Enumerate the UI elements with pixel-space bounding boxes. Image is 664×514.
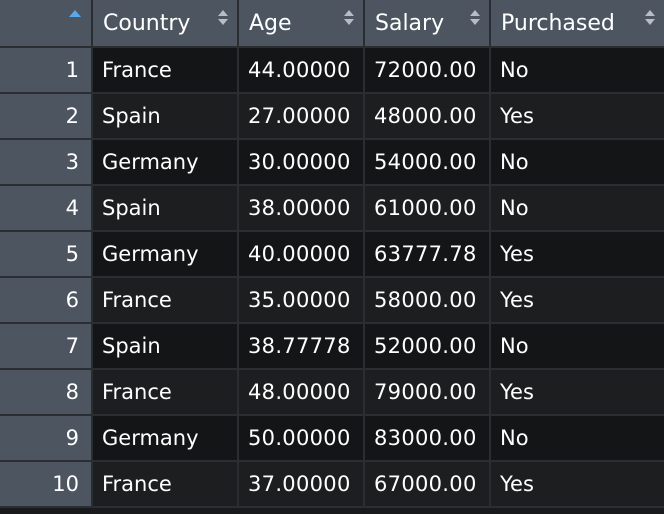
cell-country[interactable]: Germany (92, 231, 239, 278)
table-row[interactable]: 2 Spain 27.00000 48000.00 Yes (0, 93, 664, 140)
cell-salary[interactable]: 63777.78 (364, 231, 491, 278)
cell-country[interactable]: Spain (92, 323, 239, 370)
column-header-label: Country (103, 10, 191, 36)
table-row[interactable]: 1 France 44.00000 72000.00 No (0, 47, 664, 94)
table-row[interactable]: 6 France 35.00000 58000.00 Yes (0, 277, 664, 324)
cell-age[interactable]: 40.00000 (238, 231, 365, 278)
row-index[interactable]: 4 (0, 185, 93, 232)
cell-country[interactable]: France (92, 369, 239, 416)
column-header-country[interactable]: Country (92, 0, 239, 48)
column-header-age[interactable]: Age (238, 0, 365, 48)
cell-purchased[interactable]: No (490, 47, 664, 94)
row-index[interactable]: 5 (0, 231, 93, 278)
column-header-label: Age (249, 10, 292, 36)
cell-salary[interactable]: 61000.00 (364, 185, 491, 232)
sort-ascending-icon[interactable] (69, 10, 81, 17)
cell-country[interactable]: Spain (92, 185, 239, 232)
cell-salary[interactable]: 79000.00 (364, 369, 491, 416)
row-index-header[interactable] (0, 0, 93, 48)
row-index[interactable]: 6 (0, 277, 93, 324)
cell-purchased[interactable]: Yes (490, 231, 664, 278)
cell-age[interactable]: 35.00000 (238, 277, 365, 324)
table-row[interactable]: 4 Spain 38.00000 61000.00 No (0, 185, 664, 232)
table-row[interactable]: 3 Germany 30.00000 54000.00 No (0, 139, 664, 186)
cell-age[interactable]: 50.00000 (238, 415, 365, 462)
header-row: Country Age Salary Purchased (0, 0, 664, 48)
cell-salary[interactable]: 58000.00 (364, 277, 491, 324)
cell-age[interactable]: 44.00000 (238, 47, 365, 94)
cell-purchased[interactable]: Yes (490, 277, 664, 324)
sort-icon[interactable] (344, 9, 354, 29)
cell-salary[interactable]: 54000.00 (364, 139, 491, 186)
row-index[interactable]: 10 (0, 461, 93, 508)
cell-country[interactable]: France (92, 277, 239, 324)
cell-salary[interactable]: 83000.00 (364, 415, 491, 462)
cell-salary[interactable]: 52000.00 (364, 323, 491, 370)
cell-salary[interactable]: 48000.00 (364, 93, 491, 140)
cell-purchased[interactable]: No (490, 323, 664, 370)
sort-icon[interactable] (645, 9, 655, 29)
cell-purchased[interactable]: Yes (490, 461, 664, 508)
table-row[interactable]: 10 France 37.00000 67000.00 Yes (0, 461, 664, 508)
row-index[interactable]: 2 (0, 93, 93, 140)
cell-salary[interactable]: 67000.00 (364, 461, 491, 508)
column-header-label: Salary (375, 10, 445, 36)
cell-country[interactable]: France (92, 47, 239, 94)
cell-age[interactable]: 37.00000 (238, 461, 365, 508)
cell-age[interactable]: 30.00000 (238, 139, 365, 186)
row-index[interactable]: 9 (0, 415, 93, 462)
cell-salary[interactable]: 72000.00 (364, 47, 491, 94)
cell-purchased[interactable]: No (490, 415, 664, 462)
row-index[interactable]: 1 (0, 47, 93, 94)
cell-country[interactable]: Germany (92, 139, 239, 186)
row-index[interactable]: 8 (0, 369, 93, 416)
sort-icon[interactable] (218, 9, 228, 29)
cell-age[interactable]: 48.00000 (238, 369, 365, 416)
sort-icon[interactable] (470, 9, 480, 29)
column-header-purchased[interactable]: Purchased (490, 0, 664, 48)
table-row[interactable]: 8 France 48.00000 79000.00 Yes (0, 369, 664, 416)
cell-purchased[interactable]: Yes (490, 369, 664, 416)
table-row[interactable]: 9 Germany 50.00000 83000.00 No (0, 415, 664, 462)
cell-purchased[interactable]: No (490, 185, 664, 232)
cell-age[interactable]: 38.00000 (238, 185, 365, 232)
table-row[interactable]: 7 Spain 38.77778 52000.00 No (0, 323, 664, 370)
column-header-label: Purchased (501, 10, 615, 36)
cell-age[interactable]: 27.00000 (238, 93, 365, 140)
cell-country[interactable]: France (92, 461, 239, 508)
table-body: 1 France 44.00000 72000.00 No 2 Spain 27.00000 4… (0, 47, 664, 508)
cell-purchased[interactable]: Yes (490, 93, 664, 140)
cell-purchased[interactable]: No (490, 139, 664, 186)
table-header: Country Age Salary Purchased (0, 0, 664, 48)
column-header-salary[interactable]: Salary (364, 0, 491, 48)
cell-age[interactable]: 38.77778 (238, 323, 365, 370)
cell-country[interactable]: Germany (92, 415, 239, 462)
table-row[interactable]: 5 Germany 40.00000 63777.78 Yes (0, 231, 664, 278)
cell-country[interactable]: Spain (92, 93, 239, 140)
row-index[interactable]: 3 (0, 139, 93, 186)
row-index[interactable]: 7 (0, 323, 93, 370)
